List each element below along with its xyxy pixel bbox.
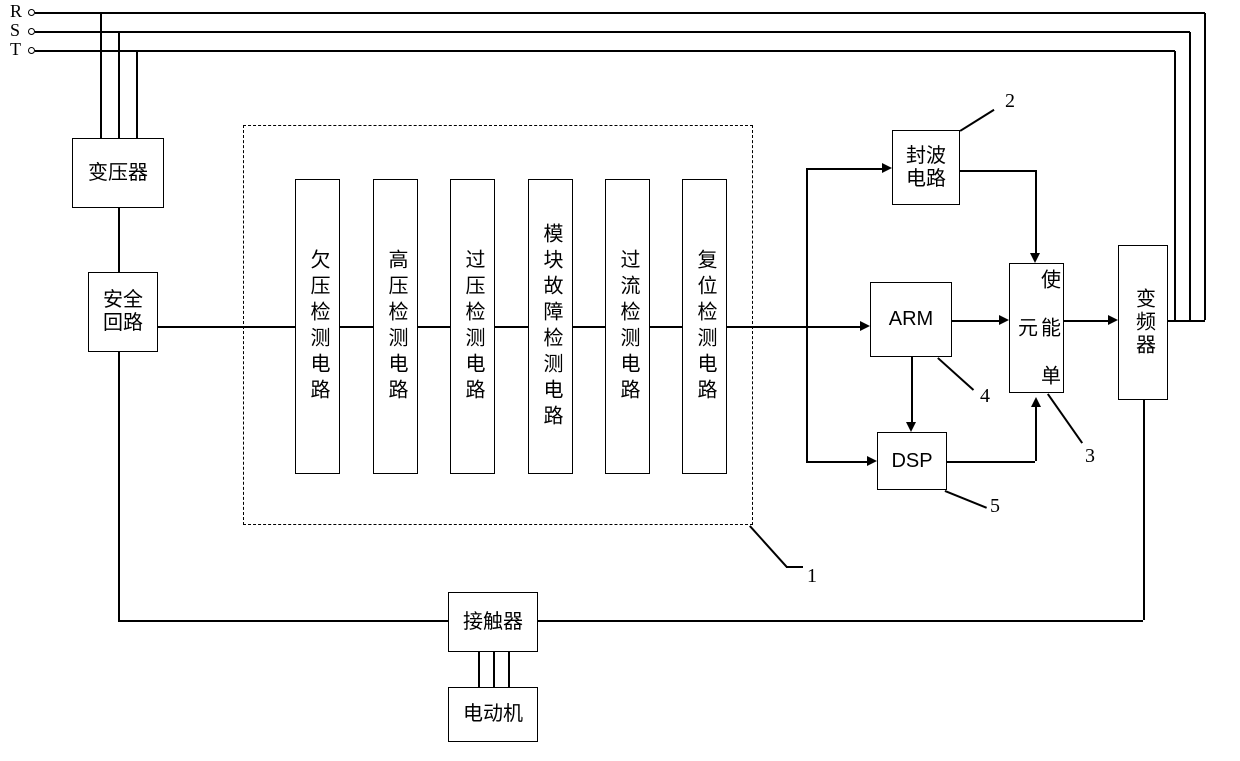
block-motor: 电动机 — [448, 687, 538, 742]
branch-down — [806, 326, 808, 461]
conn-d3-d4 — [495, 326, 528, 328]
block-detect-undervoltage: 欠压检测电路 — [295, 179, 340, 474]
dsp-label: DSP — [891, 450, 932, 473]
arrow-to-sealing — [882, 163, 892, 173]
terminal-label-r: R — [10, 1, 22, 22]
arm-label: ARM — [889, 308, 933, 331]
detect1-label: 欠压检测电路 — [306, 249, 329, 405]
block-dsp: DSP — [877, 432, 947, 490]
arrow-arm-dsp — [906, 422, 916, 432]
block-enable: 使 能 单 元 — [1009, 263, 1064, 393]
inverter-label: 变频器 — [1132, 288, 1155, 357]
detect5-label: 过流检测电路 — [616, 249, 639, 405]
leader-2 — [960, 109, 995, 131]
diagram-canvas: R S T 变压器 安全 回路 欠压检测电路 高压检测电路 过压检测电路 模块故… — [0, 0, 1240, 761]
line-safety-to-contactor — [118, 620, 448, 622]
line-to-sealing — [806, 168, 883, 170]
leader-5 — [945, 490, 987, 508]
line-inverter-to-contactor — [538, 620, 1143, 622]
drop-s-transformer — [118, 32, 120, 138]
conn-d5-d6 — [650, 326, 682, 328]
conn-d1-d2 — [340, 326, 373, 328]
line-cont-motor-3 — [508, 652, 510, 687]
terminal-node-t — [28, 47, 35, 54]
contactor-label: 接触器 — [463, 611, 523, 634]
line-safety-down — [118, 352, 120, 620]
line-detect-out — [727, 326, 807, 328]
block-transformer: 变压器 — [72, 138, 164, 208]
line-dsp-up — [1035, 402, 1037, 461]
arrow-to-arm — [860, 321, 870, 331]
arrow-arm-enable — [999, 315, 1009, 325]
leader-3 — [1047, 393, 1083, 443]
line-to-arm — [806, 326, 861, 328]
arrow-sealing-enable — [1030, 253, 1040, 263]
arrow-dsp-enable — [1031, 397, 1041, 407]
transformer-label: 变压器 — [88, 162, 148, 185]
line-arm-dsp — [911, 357, 913, 422]
enable-label: 使 能 单 元 — [1014, 264, 1060, 392]
detect2-label: 高压检测电路 — [384, 249, 407, 405]
leader-1 — [749, 525, 787, 567]
terminal-node-r — [28, 9, 35, 16]
block-inverter: 变频器 — [1118, 245, 1168, 400]
detect4-label: 模块故障检测电路 — [539, 223, 562, 431]
line-cont-motor-2 — [493, 652, 495, 687]
leader-4 — [937, 357, 974, 390]
motor-label: 电动机 — [463, 703, 523, 726]
rail-s — [35, 31, 1190, 33]
block-contactor: 接触器 — [448, 592, 538, 652]
terminal-node-s — [28, 28, 35, 35]
conn-d2-d3 — [418, 326, 450, 328]
line-transformer-safety — [118, 208, 120, 272]
block-detect-reset: 复位检测电路 — [682, 179, 727, 474]
block-detect-module-fault: 模块故障检测电路 — [528, 179, 573, 474]
conn-d4-d5 — [573, 326, 605, 328]
callout-3: 3 — [1085, 445, 1095, 468]
block-arm: ARM — [870, 282, 952, 357]
line-enable-inverter — [1064, 320, 1109, 322]
drop-t-inverter — [1174, 51, 1176, 320]
line-sealing-right — [960, 170, 1035, 172]
detect3-label: 过压检测电路 — [461, 249, 484, 405]
arrow-enable-inverter — [1108, 315, 1118, 325]
safety-loop-label: 安全 回路 — [103, 289, 143, 335]
drop-r-transformer — [100, 13, 102, 138]
callout-2: 2 — [1005, 90, 1015, 113]
terminal-label-t: T — [10, 39, 21, 60]
arrow-to-dsp — [867, 456, 877, 466]
callout-4: 4 — [980, 385, 990, 408]
rail-t — [35, 50, 1175, 52]
block-detect-highvoltage: 高压检测电路 — [373, 179, 418, 474]
drop-r-inverter — [1204, 13, 1206, 320]
line-sealing-down — [1035, 170, 1037, 254]
line-to-dsp — [806, 461, 868, 463]
leader-1b — [786, 566, 803, 568]
block-detect-overcurrent: 过流检测电路 — [605, 179, 650, 474]
terminal-label-s: S — [10, 20, 20, 41]
line-cont-motor-1 — [478, 652, 480, 687]
detect6-label: 复位检测电路 — [693, 249, 716, 405]
drop-s-inverter — [1189, 32, 1191, 320]
block-detect-overvoltage: 过压检测电路 — [450, 179, 495, 474]
line-inverter-down — [1143, 400, 1145, 620]
callout-1: 1 — [807, 565, 817, 588]
line-arm-enable — [952, 320, 1000, 322]
branch-up — [806, 168, 808, 326]
line-dsp-right — [947, 461, 1035, 463]
feed-inverter — [1167, 320, 1205, 322]
rail-r — [35, 12, 1205, 14]
drop-t-transformer — [136, 51, 138, 138]
block-sealing: 封波 电路 — [892, 130, 960, 205]
block-safety-loop: 安全 回路 — [88, 272, 158, 352]
callout-5: 5 — [990, 495, 1000, 518]
sealing-label: 封波 电路 — [906, 145, 946, 191]
